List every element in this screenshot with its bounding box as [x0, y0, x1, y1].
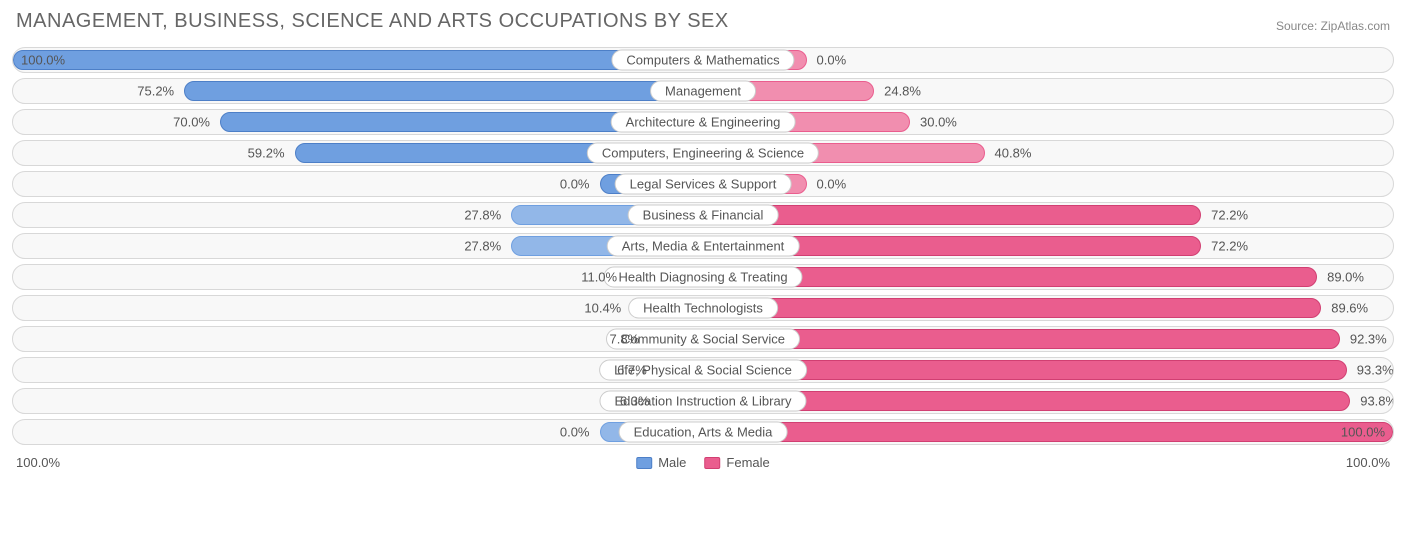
legend-male: Male [636, 455, 686, 470]
male-value-label: 10.4% [584, 301, 621, 316]
row-category-label: Computers & Mathematics [611, 50, 794, 71]
chart-row: Health Technologists 10.4% 89.6% [12, 295, 1394, 321]
male-value-label: 6.3% [620, 394, 650, 409]
female-swatch-icon [704, 457, 720, 469]
legend-male-label: Male [658, 455, 686, 470]
row-category-label: Business & Financial [628, 205, 779, 226]
chart-row: Business & Financial 27.8% 72.2% [12, 202, 1394, 228]
source-label: Source: ZipAtlas.com [1276, 19, 1390, 33]
chart-row: Community & Social Service7.8%92.3% [12, 326, 1394, 352]
male-value-label: 75.2% [137, 84, 174, 99]
female-value-label: 93.3% [1357, 363, 1394, 378]
male-value-label: 11.0% [581, 270, 617, 285]
female-value-label: 0.0% [817, 53, 847, 68]
female-value-label: 0.0% [817, 177, 847, 192]
female-bar [703, 298, 1321, 318]
row-category-label: Management [650, 81, 756, 102]
male-value-label: 59.2% [248, 146, 285, 161]
female-value-label: 100.0% [1341, 425, 1385, 440]
female-value-label: 24.8% [884, 84, 921, 99]
legend: Male Female [636, 455, 770, 470]
female-value-label: 72.2% [1211, 239, 1248, 254]
axis-right-label: 100.0% [1346, 455, 1390, 470]
chart-row: Life, Physical & Social Science6.7%93.3% [12, 357, 1394, 383]
male-bar [184, 81, 703, 101]
row-category-label: Education, Arts & Media [619, 422, 788, 443]
female-bar [703, 422, 1393, 442]
chart-header: Management, Business, Science and Arts O… [12, 10, 1394, 33]
axis-left-label: 100.0% [16, 455, 60, 470]
chart-footer: 100.0% Male Female 100.0% [12, 455, 1394, 475]
row-category-label: Architecture & Engineering [611, 112, 796, 133]
female-value-label: 30.0% [920, 115, 957, 130]
chart-row: Management 75.2% 24.8% [12, 78, 1394, 104]
female-value-label: 89.0% [1327, 270, 1364, 285]
row-category-label: Health Technologists [628, 298, 778, 319]
male-value-label: 0.0% [560, 177, 590, 192]
chart-row: Architecture & Engineering 70.0% 30.0% [12, 109, 1394, 135]
male-value-label: 0.0% [560, 425, 590, 440]
female-value-label: 72.2% [1211, 208, 1248, 223]
male-value-label: 100.0% [21, 53, 65, 68]
chart-row: Education Instruction & Library6.3%93.8% [12, 388, 1394, 414]
male-value-label: 7.8% [610, 332, 640, 347]
chart-row: Health Diagnosing & Treating11.0% 89.0% [12, 264, 1394, 290]
chart-rows: Computers & Mathematics 100.0% 0.0% Managem… [12, 47, 1394, 445]
row-category-label: Computers, Engineering & Science [587, 143, 819, 164]
row-category-label: Health Diagnosing & Treating [603, 267, 802, 288]
female-value-label: 92.3% [1350, 332, 1387, 347]
chart-title: Management, Business, Science and Arts O… [16, 10, 729, 33]
female-value-label: 40.8% [995, 146, 1032, 161]
row-category-label: Legal Services & Support [615, 174, 792, 195]
chart-row: Arts, Media & Entertainment 27.8% 72.2% [12, 233, 1394, 259]
legend-female-label: Female [726, 455, 769, 470]
male-value-label: 6.7% [617, 363, 647, 378]
chart-row: Education, Arts & Media 0.0% 100.0% [12, 419, 1394, 445]
male-value-label: 27.8% [464, 239, 501, 254]
male-bar [13, 50, 703, 70]
male-swatch-icon [636, 457, 652, 469]
row-category-label: Arts, Media & Entertainment [607, 236, 800, 257]
chart-row: Computers, Engineering & Science 59.2% 40.… [12, 140, 1394, 166]
chart-row: Computers & Mathematics 100.0% 0.0% [12, 47, 1394, 73]
female-value-label: 93.8% [1360, 394, 1394, 409]
legend-female: Female [704, 455, 769, 470]
female-value-label: 89.6% [1331, 301, 1368, 316]
male-value-label: 70.0% [173, 115, 210, 130]
male-value-label: 27.8% [464, 208, 501, 223]
chart-row: Legal Services & Support 0.0% 0.0% [12, 171, 1394, 197]
